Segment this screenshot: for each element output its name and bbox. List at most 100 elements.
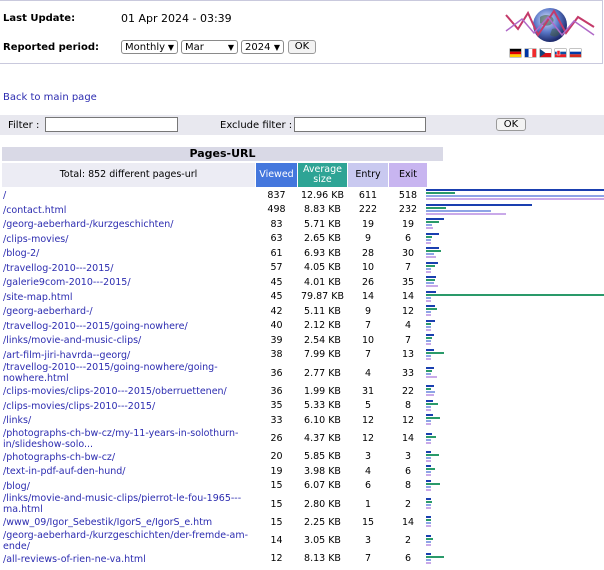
last-update-value: 01 Apr 2024 - 03:39 [121, 12, 232, 25]
exit-value: 14 [401, 291, 415, 303]
entry-value: 9 [364, 233, 372, 245]
exit-bar [426, 408, 431, 411]
page-url-link[interactable]: /links/movie-and-music-clips/ [3, 335, 142, 346]
viewed-bar [426, 247, 439, 249]
page-url-link[interactable]: /links/ [3, 415, 32, 426]
exit-value: 3 [404, 451, 412, 463]
exit-bar [426, 525, 431, 527]
page-url-link[interactable]: / [3, 190, 7, 201]
exit-value: 8 [404, 400, 412, 412]
viewed-bar [426, 189, 604, 191]
entry-bar [426, 456, 431, 459]
table-row: /travellog-2010---2015/going-nowhere/40 2… [0, 319, 604, 334]
viewed-value: 14 [270, 535, 283, 546]
entry-value: 7 [364, 349, 372, 361]
entry-value: 26 [361, 276, 375, 288]
page-url-link[interactable]: /galerie9com-2010---2015/ [3, 277, 131, 288]
exit-value: 14 [401, 433, 415, 444]
period-ok-button[interactable]: OK [288, 40, 316, 54]
page-url-link[interactable]: /all-reviews-of-rien-ne-va.html [3, 553, 146, 565]
exit-bar [426, 314, 431, 316]
table-row: /blog/15 6.07 KB 6 8 [0, 479, 604, 494]
page-url-link[interactable]: /travellog-2010---2015/ [3, 262, 114, 274]
average-size-value: 5.71 KB [304, 218, 341, 230]
viewed-bar [426, 465, 431, 467]
viewed-value: 12 [270, 553, 283, 565]
filter-input[interactable] [45, 117, 178, 132]
page-url-link[interactable]: /blog/ [3, 480, 30, 492]
page-url-link[interactable]: /travellog-2010---2015/going-nowhere/goi… [3, 362, 218, 384]
page-url-link[interactable]: /travellog-2010---2015/going-nowhere/ [3, 320, 188, 332]
period-type-select[interactable]: Monthly ▼ [121, 40, 178, 54]
average-size-value: 4.37 KB [304, 433, 341, 444]
col-entry-header: Entry [348, 163, 388, 187]
exit-value: 4 [404, 320, 412, 332]
page-url-link[interactable]: /clips-movies/clips-2010---2015/oberruet… [3, 386, 227, 397]
exit-value: 7 [404, 334, 412, 346]
page-url-link[interactable]: /photographs-ch-bw-cz/my-11-years-in-sol… [3, 427, 239, 450]
page-url-link[interactable]: /art-film-jiri-havrda--georg/ [3, 349, 131, 361]
viewed-bar [426, 232, 439, 235]
table-row: /photographs-ch-bw-cz/20 5.85 KB 3 3 [0, 450, 604, 465]
average-size-bar [426, 537, 433, 540]
french-flag-icon[interactable] [525, 49, 536, 57]
exit-value: 2 [404, 535, 412, 546]
slovak-flag-icon[interactable] [555, 49, 566, 57]
back-to-main-link[interactable]: Back to main page [3, 92, 97, 103]
col-exit-header: Exit [389, 163, 427, 187]
entry-bar [426, 504, 431, 506]
viewed-value: 38 [270, 349, 283, 361]
page-url-link[interactable]: /georg-aeberhard-/kurzgeschichten/ [3, 219, 174, 230]
page-url-link[interactable]: /georg-aeberhard-/ [3, 306, 93, 317]
entry-value: 611 [358, 189, 378, 201]
average-size-value: 12.96 KB [301, 189, 344, 201]
viewed-bar [426, 450, 431, 453]
page-url-link[interactable]: /photographs-ch-bw-cz/ [3, 451, 116, 463]
average-size-bar [426, 482, 440, 485]
average-size-value: 3.05 KB [304, 535, 341, 546]
average-size-value: 8.13 KB [304, 553, 341, 565]
page-url-link[interactable]: /clips-movies/clips-2010---2015/ [3, 400, 156, 412]
russian-flag-icon[interactable] [570, 49, 581, 57]
entry-bar [426, 391, 435, 393]
exit-bar [426, 357, 431, 360]
exit-value: 6 [404, 465, 412, 477]
month-select[interactable]: Mar ▼ [181, 40, 238, 54]
filter-ok-button[interactable]: OK [496, 118, 526, 131]
page-url-link[interactable]: /links/movie-and-music-clips/pierrot-le-… [3, 493, 242, 515]
viewed-value: 36 [270, 367, 283, 379]
chevron-down-icon: ▼ [273, 43, 280, 52]
page-url-link[interactable]: /text-in-pdf-auf-den-hund/ [3, 466, 126, 477]
czech-flag-icon[interactable] [540, 49, 551, 57]
period-type-value: Monthly [125, 42, 166, 53]
exit-bar [426, 474, 431, 476]
page-url-link[interactable]: /georg-aeberhard-/kurzgeschichten/der-fr… [3, 529, 249, 552]
exit-bar [426, 256, 436, 258]
page-url-link[interactable]: /site-map.html [3, 291, 73, 303]
last-update-label: Last Update: [3, 13, 76, 24]
page-url-link[interactable]: /blog-2/ [3, 248, 40, 259]
viewed-value: 40 [270, 320, 283, 332]
exclude-filter-input[interactable] [294, 117, 426, 132]
exit-value: 13 [401, 349, 415, 361]
exit-bar [426, 227, 433, 229]
page-url-link[interactable]: /www_09/Igor_Sebestik/IgorS_e/IgorS_e.ht… [3, 517, 213, 528]
german-flag-icon[interactable] [510, 49, 521, 57]
average-size-bar [426, 293, 604, 296]
page-url-link[interactable]: /contact.html [3, 204, 67, 216]
exit-bar [426, 198, 604, 200]
page-url-link[interactable]: /clips-movies/ [3, 233, 69, 245]
average-size-value: 2.12 KB [304, 320, 341, 332]
viewed-bar [426, 399, 433, 402]
entry-value: 3 [364, 451, 372, 463]
average-size-bar [426, 235, 432, 238]
viewed-value: 83 [270, 218, 283, 230]
year-select[interactable]: 2024 ▼ [241, 40, 284, 54]
average-size-value: 2.77 KB [304, 367, 341, 379]
average-size-bar [426, 402, 438, 405]
table-row: /all-reviews-of-rien-ne-va.html 12 8.13 KB… [0, 552, 604, 567]
table-row: /georg-aeberhard-/ 42 5.11 KB 9 12 [0, 304, 604, 319]
average-size-value: 8.83 KB [304, 204, 341, 216]
exit-bar [426, 441, 431, 444]
viewed-bar [426, 290, 436, 293]
